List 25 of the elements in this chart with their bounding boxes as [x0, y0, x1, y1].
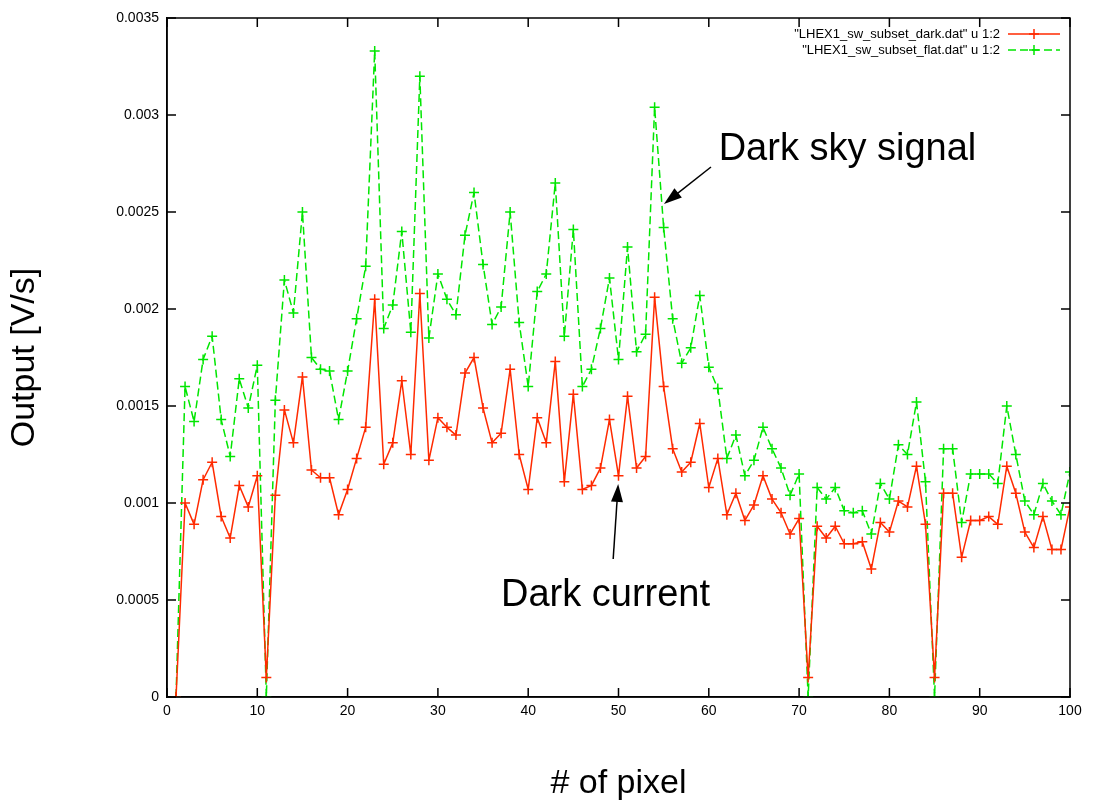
x-tick-label: 40 [520, 702, 537, 719]
legend-label: "LHEX1_sw_subset_flat.dat" u 1:2 [802, 41, 1000, 57]
x-tick-label: 10 [249, 702, 266, 719]
x-tick-label: 20 [339, 702, 356, 719]
x-tick-label: 50 [610, 702, 627, 719]
x-tick-label: 60 [701, 702, 717, 719]
annotation: Dark current [500, 572, 711, 615]
x-tick-label: 30 [430, 702, 446, 719]
y-tick-label: 0.001 [123, 493, 160, 510]
y-tick-label: 0.0035 [116, 8, 160, 25]
x-tick-label: 0 [163, 702, 172, 719]
x-axis-title: # of pixel [550, 761, 687, 800]
x-tick-label: 70 [791, 702, 808, 719]
y-tick-label: 0 [151, 687, 160, 704]
y-tick-label: 0.0025 [116, 202, 160, 219]
legend-label: "LHEX1_sw_subset_dark.dat" u 1:2 [794, 25, 1000, 41]
y-tick-label: 0.0015 [116, 396, 160, 413]
y-tick-label: 0.003 [123, 105, 160, 122]
y-tick-label: 0.002 [123, 299, 160, 316]
annotation: Dark sky signal [718, 125, 977, 168]
x-tick-label: 90 [971, 702, 988, 719]
x-tick-label: 100 [1058, 702, 1082, 719]
x-tick-label: 80 [881, 702, 898, 719]
y-tick-label: 0.0005 [116, 590, 160, 607]
y-axis-title: Output [V/s] [2, 267, 41, 448]
